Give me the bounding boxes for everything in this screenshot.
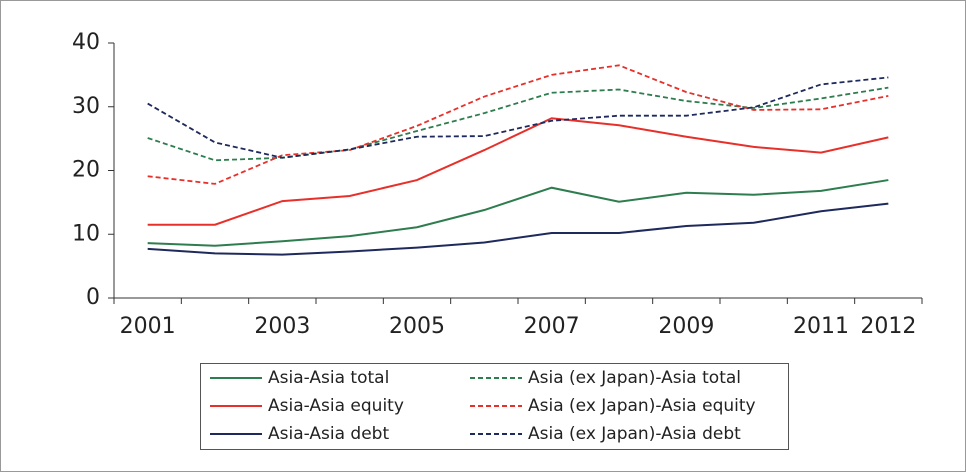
legend-label: Asia-Asia debt	[268, 424, 389, 444]
y-tick-label: 30	[72, 94, 100, 119]
x-tick-label: 2012	[860, 314, 916, 339]
x-tick-label: 2005	[389, 314, 445, 339]
legend-label: Asia-Asia total	[268, 368, 389, 388]
y-tick-label: 20	[72, 158, 100, 183]
series-line	[147, 64, 889, 185]
legend-label: Asia-Asia equity	[268, 396, 404, 416]
legend-label: Asia (ex Japan)-Asia total	[528, 368, 741, 388]
legend-label: Asia (ex Japan)-Asia debt	[528, 424, 741, 444]
x-tick-label: 2009	[658, 314, 714, 339]
x-tick-label: 2001	[120, 314, 176, 339]
series-line	[147, 179, 889, 247]
legend-label: Asia (ex Japan)-Asia equity	[528, 396, 756, 416]
x-tick-label: 2003	[254, 314, 310, 339]
series-line	[147, 117, 889, 226]
x-tick-label: 2011	[793, 314, 849, 339]
series-line	[147, 86, 889, 162]
legend-box	[200, 363, 789, 450]
x-tick-label: 2007	[524, 314, 580, 339]
series-line	[147, 76, 889, 159]
y-tick-label: 0	[86, 285, 100, 310]
y-tick-label: 40	[72, 30, 100, 55]
y-tick-label: 10	[72, 221, 100, 246]
series-line	[147, 202, 889, 256]
